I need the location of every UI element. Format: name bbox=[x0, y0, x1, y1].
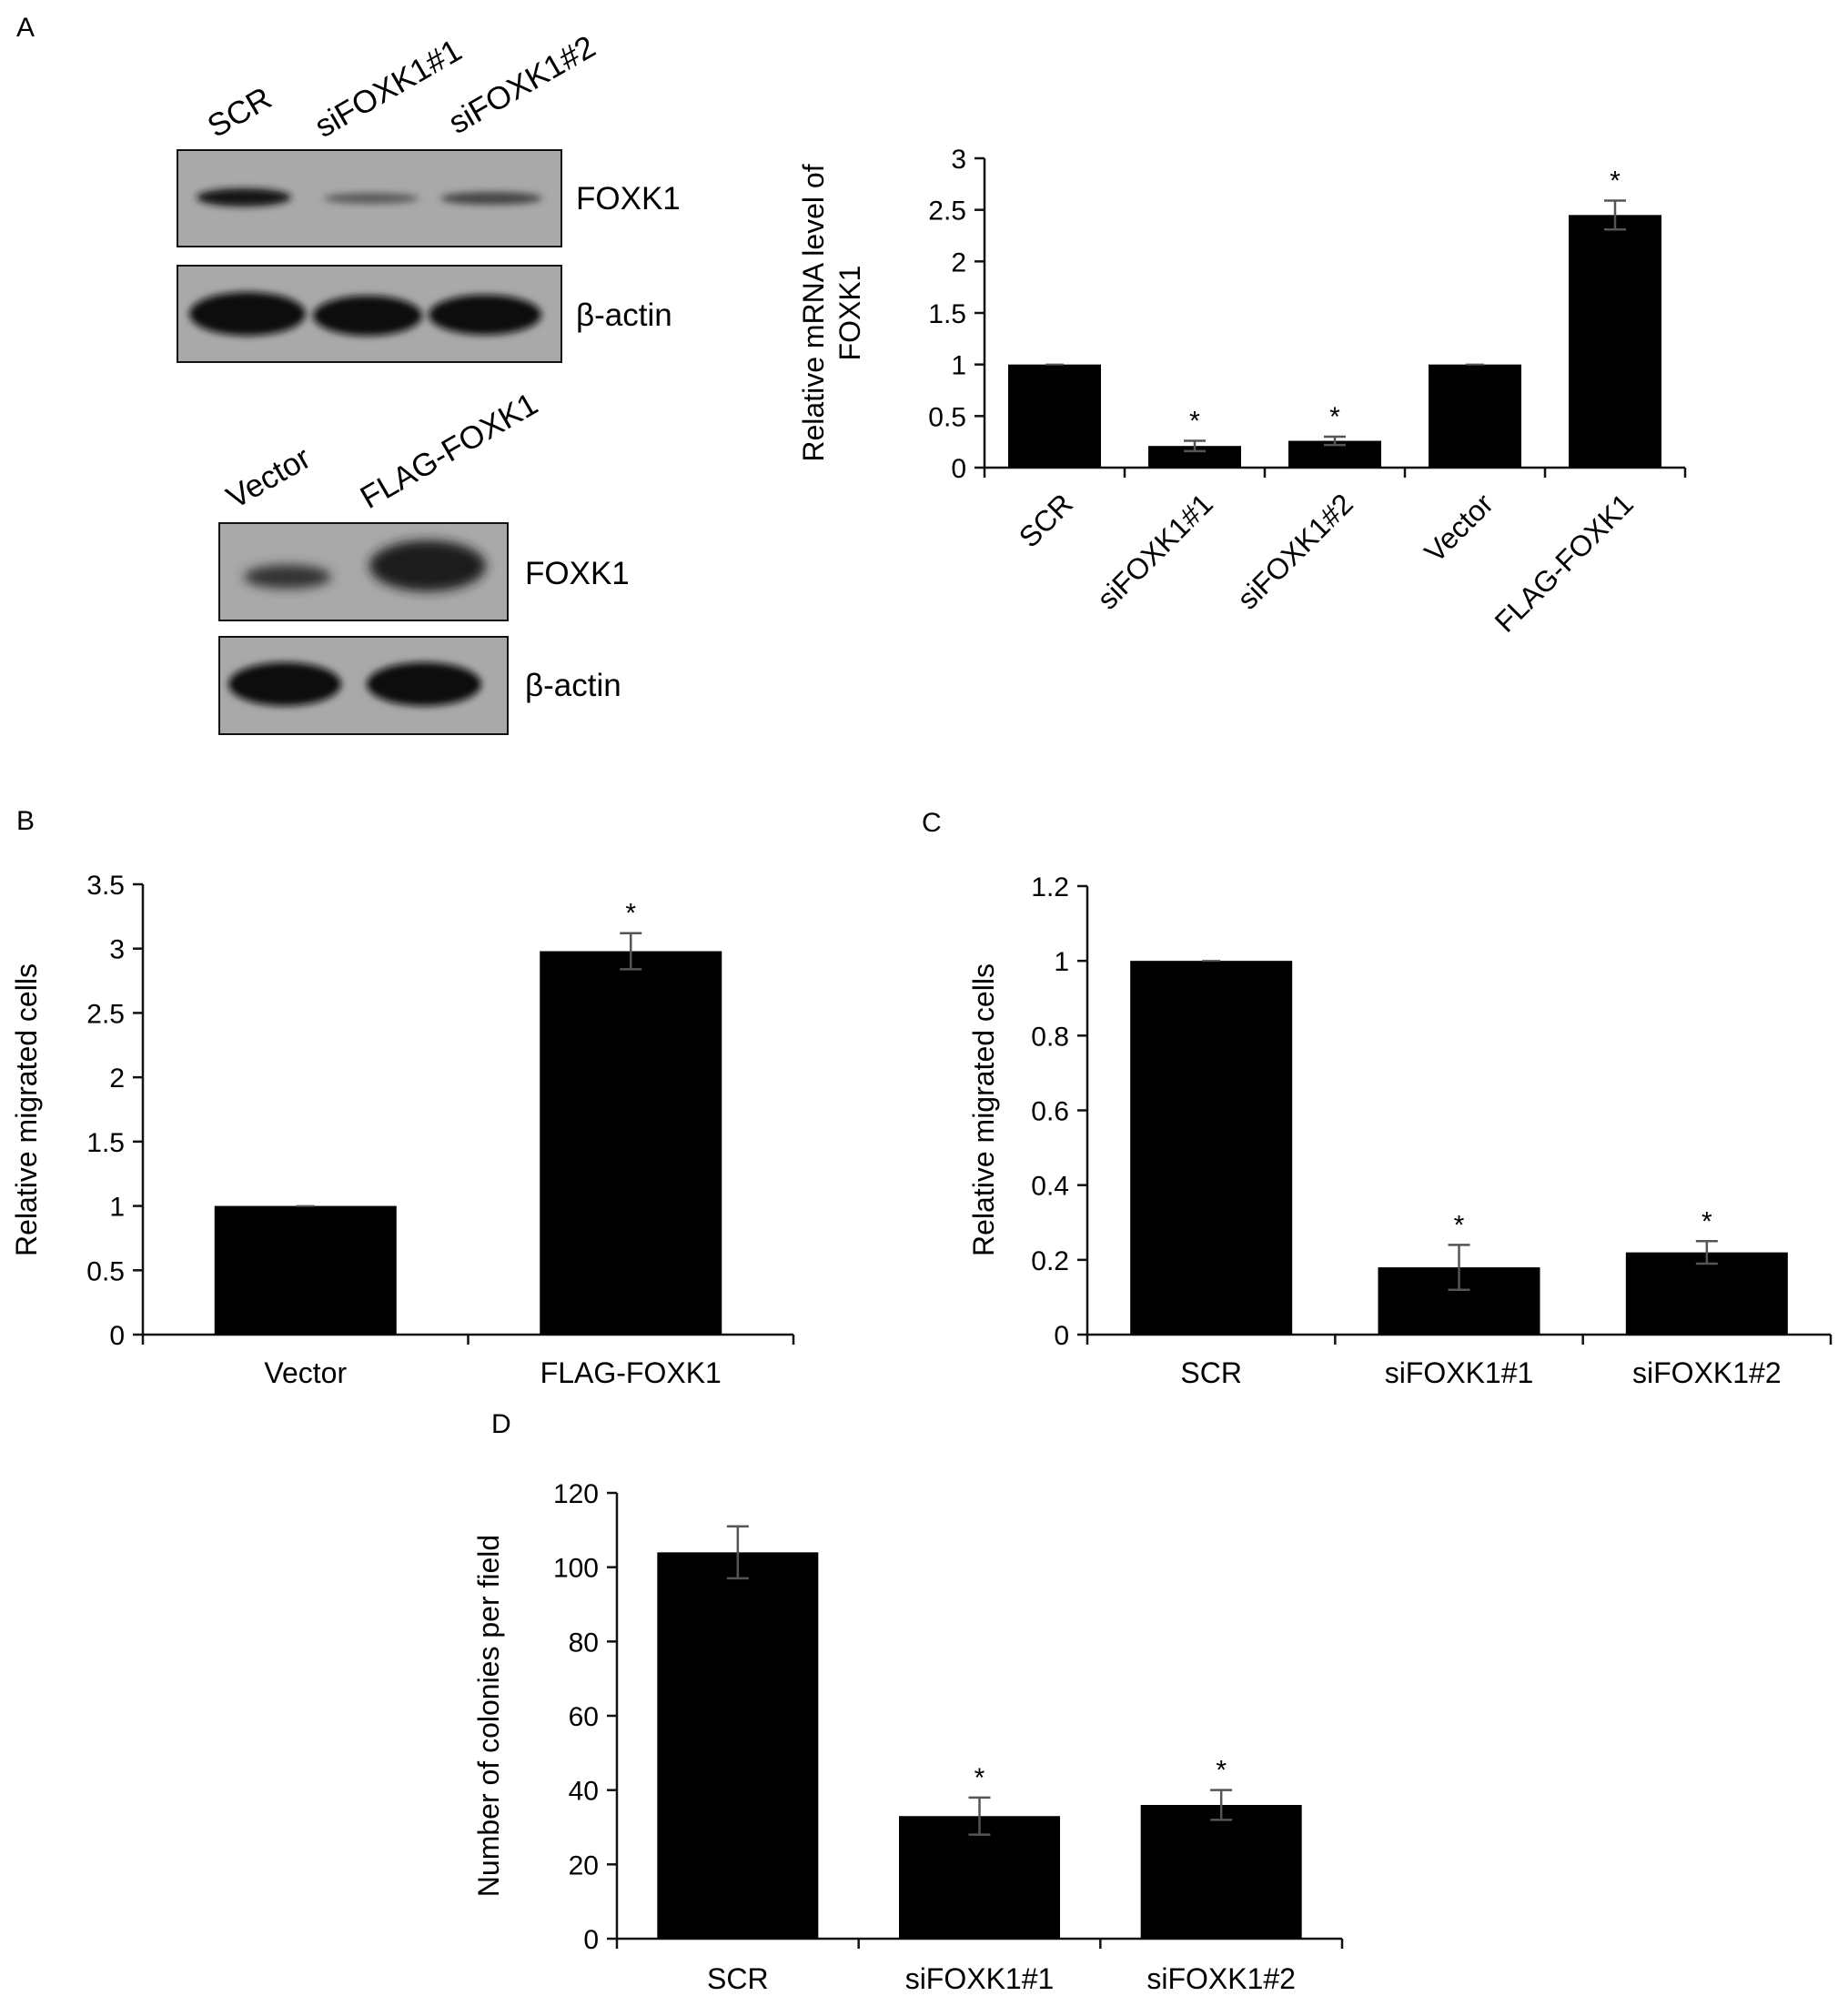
bar-d bbox=[657, 1552, 819, 1939]
panel-letter-b: B bbox=[16, 806, 35, 836]
y-tick-label-a: 3 bbox=[951, 145, 966, 175]
bar-a bbox=[1429, 364, 1521, 468]
significance-star-a: * bbox=[1329, 402, 1340, 432]
blot-band-actin-sifoxk1-1 bbox=[313, 296, 422, 336]
bar-c bbox=[1130, 961, 1293, 1335]
lane-label-scr: SCR bbox=[202, 80, 278, 145]
bar-d bbox=[899, 1816, 1060, 1939]
y-tick-label-c: 1.2 bbox=[1031, 872, 1069, 902]
y-axis-label-a: FOXK1 bbox=[833, 266, 866, 361]
bar-a bbox=[1148, 446, 1241, 468]
x-category-label-d: siFOXK1#1 bbox=[905, 1962, 1055, 1995]
y-tick-label-d: 80 bbox=[569, 1628, 599, 1658]
chart-a: 0 0.5 1 1.5 2 2.5 3 SCR * siFOXK1#1 * siFOXK1#2 Vect… bbox=[797, 145, 1687, 639]
blot-band-actin-vector bbox=[228, 662, 341, 706]
x-category-label-c: siFOXK1#1 bbox=[1385, 1356, 1534, 1389]
lane-label-vector: Vector bbox=[221, 439, 318, 516]
x-category-label-a: siFOXK1#2 bbox=[1231, 487, 1359, 615]
x-category-label-c: SCR bbox=[1180, 1356, 1242, 1389]
significance-star-c: * bbox=[1702, 1206, 1712, 1236]
bar-a bbox=[1008, 364, 1101, 468]
y-tick-label-a: 0.5 bbox=[928, 402, 966, 432]
y-tick-label-b: 0 bbox=[109, 1321, 125, 1351]
y-tick-label-d: 20 bbox=[569, 1850, 599, 1880]
blot-band-actin-flag-foxk1 bbox=[367, 662, 481, 706]
x-category-label-b: Vector bbox=[264, 1356, 347, 1389]
y-tick-label-c: 0.8 bbox=[1031, 1022, 1069, 1052]
x-category-label-b: FLAG-FOXK1 bbox=[540, 1356, 722, 1389]
y-tick-label-a: 2.5 bbox=[928, 197, 966, 227]
chart-b: 0 0.5 1 1.5 2 2.5 3 3.5 Vector * FLAG-FOXK1 Relativ… bbox=[10, 871, 795, 1389]
y-tick-label-c: 1 bbox=[1054, 947, 1069, 977]
blot-band-actin-scr bbox=[189, 292, 306, 336]
significance-star-d: * bbox=[974, 1763, 985, 1793]
y-tick-label-b: 2.5 bbox=[86, 999, 125, 1029]
y-tick-label-a: 2 bbox=[951, 247, 966, 277]
y-tick-label-d: 40 bbox=[569, 1777, 599, 1807]
y-tick-label-c: 0.6 bbox=[1031, 1097, 1069, 1127]
blot-band-sifoxk1-1 bbox=[324, 193, 419, 204]
blot-band-flag-foxk1 bbox=[369, 540, 486, 591]
y-axis-label-b: Relative migrated cells bbox=[10, 963, 43, 1256]
y-tick-label-c: 0 bbox=[1054, 1321, 1069, 1351]
x-category-label-a: siFOXK1#1 bbox=[1091, 487, 1219, 615]
panel-letter-c: C bbox=[922, 808, 942, 838]
lane-label-sifoxk1-2: siFOXK1#2 bbox=[443, 29, 601, 141]
y-tick-label-b: 1 bbox=[109, 1193, 125, 1223]
y-tick-label-b: 3 bbox=[109, 935, 125, 965]
y-tick-label-b: 3.5 bbox=[86, 871, 125, 901]
bar-d bbox=[1140, 1805, 1302, 1939]
lane-label-sifoxk1-1: siFOXK1#1 bbox=[309, 33, 468, 145]
x-category-label-a: Vector bbox=[1418, 487, 1500, 569]
x-category-label-a: FLAG-FOXK1 bbox=[1489, 487, 1640, 638]
x-category-label-d: siFOXK1#2 bbox=[1146, 1962, 1296, 1995]
blot-row-label-foxk1: FOXK1 bbox=[576, 181, 681, 217]
y-tick-label-b: 1.5 bbox=[86, 1128, 125, 1158]
blot-band-vector bbox=[244, 565, 331, 589]
panel-letter-d: D bbox=[491, 1409, 511, 1439]
blot-row-label-beta-actin: β-actin bbox=[576, 297, 672, 333]
blot-row-label-oe-foxk1: FOXK1 bbox=[525, 556, 630, 591]
western-blot-knockdown: SCR siFOXK1#1 siFOXK1#2 FOXK1 β-actin bbox=[177, 29, 681, 363]
y-tick-label-b: 2 bbox=[109, 1064, 125, 1094]
lane-label-flag-foxk1: FLAG-FOXK1 bbox=[355, 386, 544, 516]
blot-band-scr bbox=[197, 188, 291, 207]
y-tick-label-d: 0 bbox=[583, 1925, 599, 1955]
y-axis-label-c: Relative migrated cells bbox=[967, 963, 1000, 1256]
x-category-label-d: SCR bbox=[707, 1962, 769, 1995]
bar-b bbox=[214, 1205, 397, 1335]
bar-charts: 0 0.5 1 1.5 2 2.5 3 SCR * siFOXK1#1 * siFOXK1#2 Vect… bbox=[10, 145, 1833, 1995]
panel-letter-a: A bbox=[16, 13, 35, 43]
y-tick-label-c: 0.2 bbox=[1031, 1246, 1069, 1276]
y-tick-label-d: 120 bbox=[553, 1479, 599, 1509]
y-axis-label-d: Number of colonies per field bbox=[472, 1535, 505, 1897]
significance-star-a: * bbox=[1610, 166, 1621, 196]
blot-band-sifoxk1-2 bbox=[440, 192, 542, 205]
bar-a bbox=[1569, 215, 1661, 469]
y-tick-label-d: 60 bbox=[569, 1702, 599, 1732]
significance-star-c: * bbox=[1454, 1210, 1465, 1240]
y-tick-label-a: 1.5 bbox=[928, 299, 966, 329]
bar-b bbox=[540, 951, 722, 1335]
x-category-label-a: SCR bbox=[1013, 487, 1079, 553]
y-tick-label-b: 0.5 bbox=[86, 1256, 125, 1286]
y-tick-label-d: 100 bbox=[553, 1554, 599, 1584]
blot-row-label-oe-beta-actin: β-actin bbox=[525, 668, 621, 703]
chart-c: 0 0.2 0.4 0.6 0.8 1 1.2 SCR * siFOXK1#1 * siFOXK1#2… bbox=[967, 872, 1833, 1389]
bar-c bbox=[1625, 1252, 1788, 1335]
western-blot-overexpression: Vector FLAG-FOXK1 FOXK1 β-actin bbox=[218, 386, 630, 735]
y-tick-label-a: 0 bbox=[951, 454, 966, 484]
y-axis-label-a: Relative mRNA level of bbox=[797, 164, 830, 461]
significance-star-a: * bbox=[1189, 407, 1200, 437]
y-tick-label-c: 0.4 bbox=[1031, 1172, 1069, 1202]
significance-star-d: * bbox=[1216, 1756, 1227, 1786]
y-tick-label-a: 1 bbox=[951, 351, 966, 381]
x-category-label-c: siFOXK1#2 bbox=[1632, 1356, 1782, 1389]
blot-band-actin-sifoxk1-2 bbox=[429, 295, 541, 335]
chart-d: 0 20 40 60 80 100 120 SCR * siFOXK1#1 * siFOXK1#2 Nu… bbox=[472, 1479, 1344, 1995]
significance-star-b: * bbox=[625, 899, 636, 929]
